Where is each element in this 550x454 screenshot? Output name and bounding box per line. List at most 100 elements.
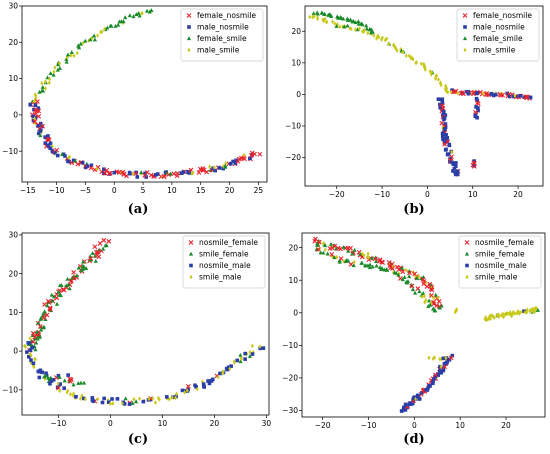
scatter-point	[71, 382, 76, 387]
x-tick-label: 5	[141, 186, 146, 195]
scatter-point	[360, 22, 365, 27]
scatter-point	[322, 11, 327, 16]
scatter-point	[37, 89, 42, 94]
scatter-point	[110, 397, 114, 401]
scatter-point	[213, 168, 217, 173]
scatter-point	[48, 146, 53, 151]
legend-label: nosmile_male	[475, 261, 527, 270]
scatter-point	[33, 356, 37, 362]
scatter-point	[439, 364, 443, 369]
scatter-point	[68, 154, 72, 160]
scatter-point	[221, 163, 225, 169]
scatter-point	[471, 163, 477, 169]
scatter-point	[102, 167, 106, 172]
legend-box	[456, 8, 540, 62]
scatter-point	[42, 374, 47, 379]
scatter-point	[44, 371, 48, 376]
scatter-point	[26, 354, 31, 359]
scatter-point	[43, 376, 47, 382]
scatter-point	[346, 258, 351, 263]
scatter-point	[65, 55, 69, 60]
legend-marker	[189, 274, 193, 280]
plot-frame	[21, 5, 268, 183]
scatter-point	[385, 36, 389, 42]
scatter-point	[466, 91, 471, 96]
scatter-point	[202, 385, 207, 389]
x-tick-label: 0	[412, 421, 417, 430]
scatter-point	[73, 158, 78, 163]
panel-label-c: (c)	[127, 432, 149, 447]
scatter-point	[93, 258, 98, 263]
scatter-point	[31, 114, 35, 119]
scatter-point	[362, 263, 368, 268]
scatter-point	[235, 358, 240, 363]
scatter-point	[48, 76, 52, 82]
scatter-point	[348, 261, 354, 267]
scatter-point	[308, 14, 312, 20]
scatter-point	[533, 306, 537, 311]
scatter-point	[450, 160, 454, 165]
scatter-point	[447, 143, 452, 148]
scatter-point	[76, 265, 81, 270]
scatter-point	[335, 22, 339, 27]
y-tick-label: −10	[285, 122, 301, 131]
x-tick-label: 0	[425, 190, 430, 199]
scatter-point	[439, 356, 443, 362]
scatter-point	[461, 91, 466, 97]
scatter-point	[450, 149, 454, 155]
y-tick-label: −10	[2, 147, 18, 156]
scatter-point	[312, 14, 316, 19]
scatter-point	[193, 383, 197, 388]
scatter-point	[49, 292, 54, 297]
scatter-point	[188, 167, 194, 173]
scatter-point	[64, 59, 69, 64]
scatter-point	[400, 269, 406, 275]
scatter-point	[66, 373, 70, 377]
scatter-point	[43, 135, 47, 139]
scatter-point	[147, 396, 151, 402]
scatter-point	[62, 378, 67, 383]
scatter-point	[80, 160, 85, 165]
x-tick-label: 10	[468, 190, 478, 199]
scatter-point	[428, 302, 433, 307]
scatter-point	[106, 400, 111, 405]
scatter-point	[448, 157, 452, 161]
legend-label: nosmile_female	[199, 238, 258, 247]
scatter-point	[412, 290, 418, 295]
scatter-point	[443, 113, 448, 117]
scatter-point	[387, 41, 391, 47]
scatter-point	[374, 259, 379, 264]
scatter-point	[522, 95, 527, 100]
scatter-points	[312, 236, 541, 413]
scatter-point	[81, 380, 87, 385]
scatter-point	[441, 114, 445, 118]
scatter-point	[28, 351, 32, 357]
scatter-point	[436, 77, 440, 82]
scatter-point	[48, 71, 53, 76]
scatter-point	[95, 249, 101, 255]
scatter-point	[433, 372, 438, 378]
scatter-point	[32, 334, 38, 340]
scatter-point	[101, 237, 107, 243]
scatter-point	[26, 341, 31, 345]
scatter-point	[228, 161, 233, 166]
scatter-point	[228, 366, 232, 372]
scatter-point	[383, 37, 387, 43]
scatter-point	[474, 96, 479, 101]
scatter-point	[112, 170, 117, 175]
legend-label: smile_female	[199, 250, 249, 259]
scatter-point	[41, 311, 46, 316]
scatter-point	[375, 36, 379, 41]
scatter-point	[409, 55, 413, 61]
scatter-point	[127, 402, 132, 406]
scatter-point	[241, 155, 246, 161]
x-tick-label: 20	[210, 419, 220, 428]
legend-marker	[187, 25, 191, 29]
scatter-point	[43, 373, 49, 378]
scatter-point	[88, 165, 94, 171]
scatter-point	[374, 263, 379, 268]
scatter-point	[201, 382, 206, 386]
x-tick-label: 10	[158, 419, 168, 428]
scatter-point	[407, 270, 412, 276]
scatter-panel-d: −20 −10 0 10 20 −30 −20 −10 0 10 20 nosmile_females…	[282, 232, 546, 430]
